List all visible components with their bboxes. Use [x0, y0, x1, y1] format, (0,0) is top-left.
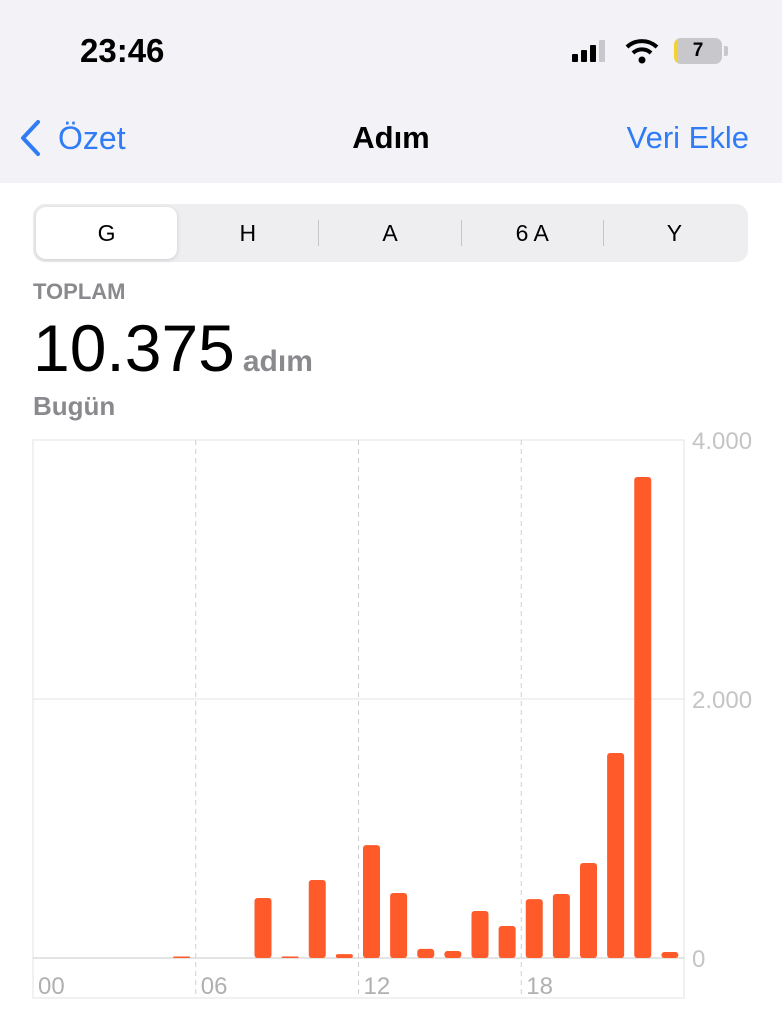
battery-level: 7 — [692, 40, 704, 61]
segment-day[interactable]: G — [36, 207, 178, 259]
bar-hour-9 — [281, 956, 299, 958]
x-tick-label: 12 — [364, 973, 391, 1000]
bar-hour-21 — [607, 753, 625, 958]
x-tick-label: 00 — [38, 973, 65, 1000]
header — [0, 0, 782, 183]
wifi-icon — [625, 39, 659, 64]
back-button[interactable]: Özet — [18, 118, 126, 158]
back-label: Özet — [58, 119, 126, 156]
bar-hour-23 — [661, 952, 679, 958]
add-data-button[interactable]: Veri Ekle — [626, 120, 749, 155]
total-value: 10.375 adım — [33, 310, 313, 386]
bar-hour-11 — [335, 954, 353, 958]
y-tick-label: 0 — [692, 946, 705, 973]
bar-hour-16 — [471, 910, 489, 958]
total-unit: adım — [242, 345, 313, 378]
chevron-left-icon — [21, 120, 40, 156]
x-tick-label: 06 — [201, 973, 228, 1000]
total-label: TOPLAM — [33, 279, 126, 304]
status-time: 23:46 — [80, 32, 165, 69]
page-title: Adım — [352, 120, 430, 155]
bar-hour-19 — [552, 894, 570, 958]
bar-hour-22 — [634, 477, 652, 958]
period-label: Bugün — [33, 391, 116, 421]
bar-hour-17 — [498, 926, 516, 958]
bar-hour-10 — [308, 880, 326, 958]
bar-hour-18 — [525, 899, 543, 958]
segment-6-months[interactable]: 6 A — [515, 219, 549, 246]
x-tick-label: 18 — [526, 973, 553, 1000]
period-segmented-control: G H A 6 A Y — [33, 204, 748, 262]
bar-hour-5 — [173, 956, 191, 958]
bar-hour-8 — [254, 898, 272, 958]
bar-hour-20 — [580, 862, 597, 958]
cellular-signal-icon — [572, 40, 605, 62]
y-tick-label: 2.000 — [692, 687, 752, 714]
segment-month[interactable]: A — [382, 219, 398, 246]
segment-week[interactable]: H — [239, 219, 257, 246]
bar-hour-13 — [390, 892, 408, 958]
bar-hour-14 — [417, 948, 435, 958]
bar-hour-15 — [444, 951, 462, 958]
total-number: 10.375 — [33, 311, 235, 385]
segment-year[interactable]: Y — [666, 219, 683, 246]
bar-hour-12 — [363, 845, 380, 958]
battery-icon: 7 — [674, 38, 722, 64]
y-tick-label: 4.000 — [692, 430, 752, 455]
